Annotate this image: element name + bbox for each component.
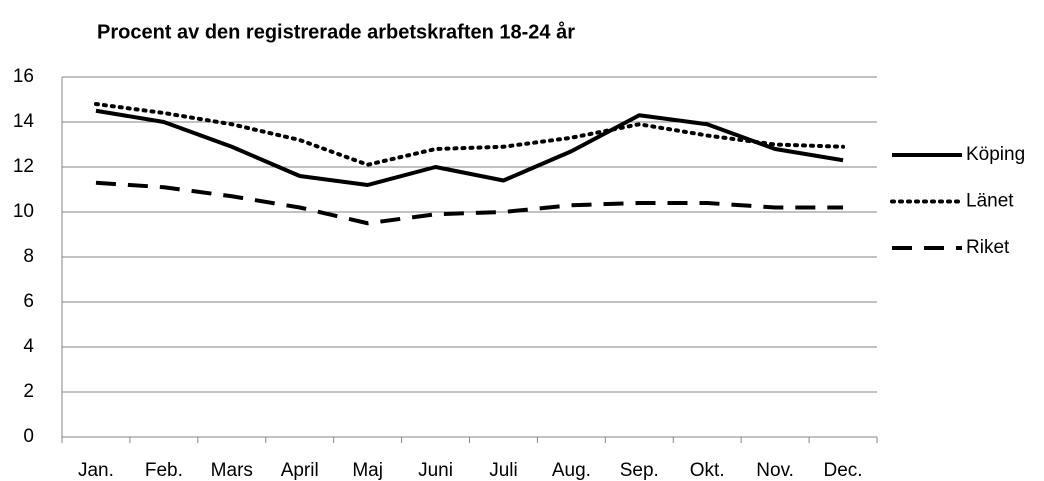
x-tick-label: Juni xyxy=(418,460,453,481)
x-tick-label: Feb. xyxy=(145,460,183,481)
y-tick-label: 8 xyxy=(23,246,34,267)
x-tick-label: Dec. xyxy=(824,460,863,481)
y-tick-label: 16 xyxy=(13,66,34,87)
series-line xyxy=(95,108,844,187)
y-tick-label: 4 xyxy=(23,336,34,357)
x-tick-label: Nov. xyxy=(756,460,794,481)
x-tick-label: Jan. xyxy=(78,460,114,481)
y-tick-label: 2 xyxy=(23,381,34,402)
legend-label: Länet xyxy=(966,191,1014,212)
y-tick-label: 12 xyxy=(13,156,34,177)
x-tick-label: Juli xyxy=(489,460,518,481)
chart-title: Procent av den registrerade arbetskrafte… xyxy=(97,20,575,43)
x-tick-label: April xyxy=(281,460,319,481)
y-tick-label: 6 xyxy=(23,291,34,312)
series-line xyxy=(95,180,844,226)
x-tick-label: Okt. xyxy=(690,460,725,481)
x-tick-label: Aug. xyxy=(552,460,591,481)
y-tick-label: 10 xyxy=(13,201,34,222)
x-tick-label: Mars xyxy=(211,460,253,481)
legend-label: Köping xyxy=(966,144,1025,165)
x-tick-label: Sep. xyxy=(620,460,659,481)
y-tick-label: 14 xyxy=(13,111,35,132)
series-line xyxy=(93,102,846,167)
y-tick-label: 0 xyxy=(23,426,34,447)
x-tick-label: Maj xyxy=(352,460,383,481)
legend-label: Riket xyxy=(966,237,1010,258)
